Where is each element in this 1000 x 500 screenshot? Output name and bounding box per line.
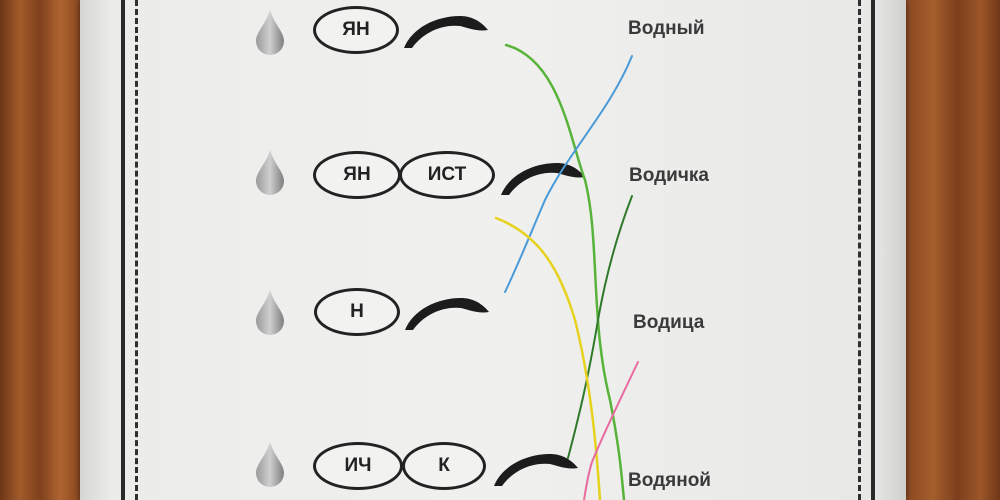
- syllable-oval: ЯН: [313, 151, 401, 199]
- pencil-line-green: [504, 43, 626, 500]
- pencil-line-yellow: [494, 216, 602, 500]
- water-drop-icon: [256, 150, 284, 195]
- pencil-line-dark-green: [567, 195, 633, 459]
- frame-border-left: [121, 0, 125, 500]
- frame-dashed-left: [135, 0, 138, 500]
- word-root-sprout-icon: [501, 163, 585, 195]
- syllable-text: ЯН: [343, 164, 371, 185]
- worksheet-paper: [80, 0, 906, 500]
- syllable-text: К: [438, 455, 450, 476]
- word-option: Водяной: [628, 470, 711, 491]
- word-option: Водный: [628, 18, 705, 39]
- syllable-oval: ИЧ: [313, 442, 403, 490]
- water-drop-icon: [256, 442, 284, 487]
- frame-border-right: [871, 0, 875, 500]
- pencil-line-pink: [583, 361, 639, 500]
- pencil-line-blue: [504, 55, 633, 293]
- syllable-oval: ЯН: [313, 6, 399, 54]
- word-option: Водица: [633, 312, 705, 333]
- word-root-sprout-icon: [494, 454, 578, 486]
- word-root-sprout-icon: [405, 298, 489, 330]
- syllable-text: ЯН: [342, 19, 370, 40]
- syllable-oval: К: [402, 442, 486, 490]
- word-root-sprout-icon: [404, 16, 488, 48]
- water-drop-icon: [256, 10, 284, 55]
- syllable-text: ИСТ: [427, 164, 467, 185]
- frame-dashed-right: [858, 0, 861, 500]
- syllable-text: Н: [350, 301, 364, 322]
- wooden-table-right: [905, 0, 1000, 500]
- water-drop-icon: [256, 290, 284, 335]
- syllable-text: ИЧ: [344, 455, 372, 476]
- syllable-oval: ИСТ: [399, 151, 495, 199]
- syllable-oval: Н: [314, 288, 400, 336]
- word-option: Водичка: [629, 165, 709, 186]
- wooden-table-left: [0, 0, 80, 500]
